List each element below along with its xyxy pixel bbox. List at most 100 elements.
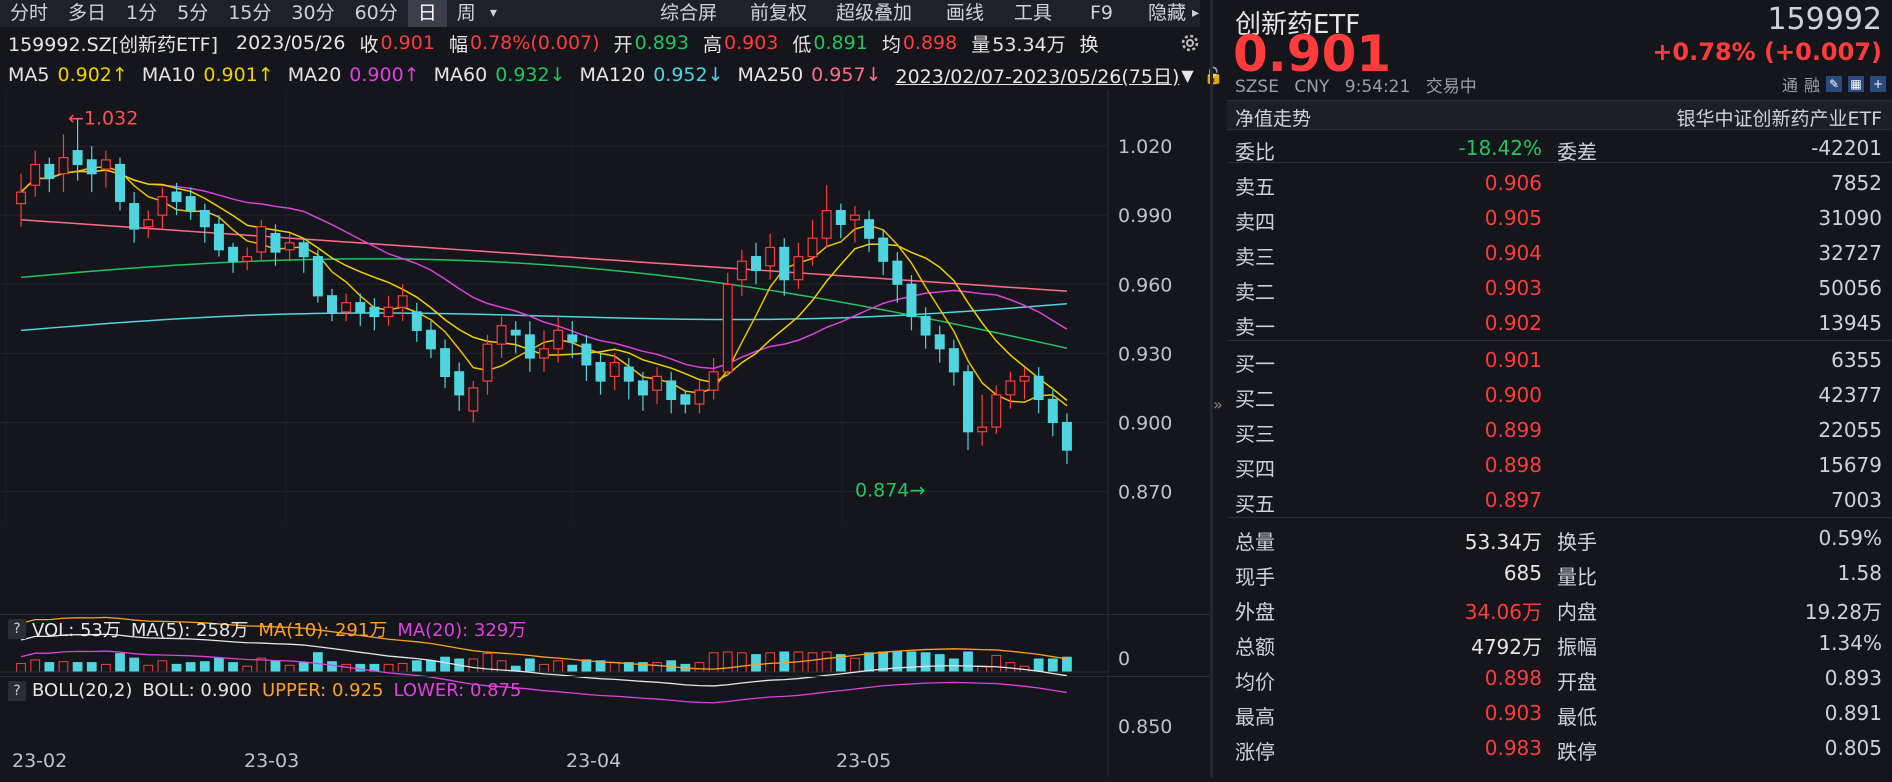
candle-body[interactable] xyxy=(1033,375,1044,401)
candle-body[interactable] xyxy=(581,343,592,366)
volume-bar[interactable] xyxy=(228,662,238,673)
candle-body[interactable] xyxy=(72,150,83,166)
volume-bar[interactable] xyxy=(58,661,69,673)
panel-divider[interactable] xyxy=(1210,0,1213,777)
candle-body[interactable] xyxy=(242,256,253,262)
forward-adjust-button[interactable]: 前复权 xyxy=(750,2,808,24)
volume-bar[interactable] xyxy=(86,662,97,673)
volume-bar[interactable] xyxy=(751,654,761,673)
composite-screen-button[interactable]: 综合屏 xyxy=(660,2,718,24)
candle-body[interactable] xyxy=(666,380,677,401)
candle-body[interactable] xyxy=(793,256,804,281)
bid-row[interactable]: 买一 0.901 6355 xyxy=(1227,342,1892,377)
volume-bar[interactable] xyxy=(199,661,210,673)
candle-body[interactable] xyxy=(963,371,973,433)
date-range-selector[interactable]: 2023/02/07-2023/05/26(75日) xyxy=(895,65,1180,88)
volume-bar[interactable] xyxy=(1062,656,1072,673)
volume-bar[interactable] xyxy=(44,662,55,673)
volume-bar[interactable] xyxy=(284,664,295,673)
volume-bar[interactable] xyxy=(157,660,168,673)
candle-body[interactable] xyxy=(637,380,648,396)
vol-help-icon[interactable]: ? xyxy=(8,618,26,639)
candle-body[interactable] xyxy=(849,214,860,221)
volume-bar[interactable] xyxy=(765,652,776,673)
candle-body[interactable] xyxy=(722,283,733,373)
kline-chart-svg[interactable]: 1.020 0.990 0.960 0.930 0.900 0.870 ←1.032 0.87… xyxy=(0,90,1210,777)
candle-body[interactable] xyxy=(567,334,578,343)
candle-body[interactable] xyxy=(623,366,634,382)
candle-body[interactable] xyxy=(270,232,281,253)
volume-bar[interactable] xyxy=(411,660,422,673)
candle-body[interactable] xyxy=(694,389,705,405)
candle-body[interactable] xyxy=(327,295,337,313)
volume-bar[interactable] xyxy=(30,659,41,673)
nav-trend-row[interactable]: 净值走势 银华中证创新药产业ETF xyxy=(1227,100,1892,130)
candle-body[interactable] xyxy=(100,159,111,170)
volume-bar[interactable] xyxy=(383,663,394,673)
candle-body[interactable] xyxy=(553,329,564,350)
candle-body[interactable] xyxy=(539,348,549,359)
candle-body[interactable] xyxy=(284,242,295,251)
lock-icon[interactable]: 🔓 xyxy=(1203,65,1224,85)
candle-body[interactable] xyxy=(510,329,521,336)
candle-body[interactable] xyxy=(143,219,154,228)
candle-body[interactable] xyxy=(948,348,959,373)
candle-body[interactable] xyxy=(680,394,691,405)
candle-body[interactable] xyxy=(16,191,27,205)
candle-body[interactable] xyxy=(199,209,210,228)
candle-body[interactable] xyxy=(298,242,309,258)
candle-body[interactable] xyxy=(835,209,846,225)
candle-body[interactable] xyxy=(934,334,945,350)
candle-body[interactable] xyxy=(425,329,436,350)
range-dropdown-icon[interactable]: ▼ xyxy=(1181,65,1194,85)
volume-bar[interactable] xyxy=(100,663,111,673)
volume-bar[interactable] xyxy=(312,652,323,673)
f9-button[interactable]: F9 xyxy=(1090,2,1114,24)
candle-body[interactable] xyxy=(44,163,55,179)
volume-bar[interactable] xyxy=(850,657,860,673)
period-dropdown-icon[interactable]: ▾ xyxy=(489,5,497,21)
volume-bar[interactable] xyxy=(736,652,747,673)
candle-body[interactable] xyxy=(1061,421,1072,451)
candle-body[interactable] xyxy=(906,283,917,318)
ask-row[interactable]: 卖一 0.902 13945 xyxy=(1227,305,1892,340)
candle-body[interactable] xyxy=(157,196,168,216)
gear-icon[interactable] xyxy=(1178,31,1202,55)
candle-body[interactable] xyxy=(312,256,323,297)
candle-body[interactable] xyxy=(991,394,1002,428)
volume-bar[interactable] xyxy=(270,660,281,673)
volume-bar[interactable] xyxy=(468,658,479,673)
volume-bar[interactable] xyxy=(524,658,535,673)
super-overlay-button[interactable]: 超级叠加 xyxy=(836,2,913,24)
candle-body[interactable] xyxy=(807,237,818,258)
candle-body[interactable] xyxy=(86,159,97,175)
candle-body[interactable] xyxy=(1005,380,1016,396)
candle-body[interactable] xyxy=(228,246,239,262)
draw-line-button[interactable]: 画线 xyxy=(946,2,985,24)
candle-body[interactable] xyxy=(383,306,394,318)
candle-body[interactable] xyxy=(524,334,535,359)
volume-bar[interactable] xyxy=(171,663,182,673)
volume-bar[interactable] xyxy=(609,662,620,673)
volume-bar[interactable] xyxy=(821,651,832,673)
tools-button[interactable]: 工具 xyxy=(1014,2,1053,24)
candle-body[interactable] xyxy=(185,196,196,212)
candle-body[interactable] xyxy=(609,361,620,378)
candle-body[interactable] xyxy=(454,371,465,396)
volume-bar[interactable] xyxy=(214,657,224,673)
ask-row[interactable]: 卖四 0.905 31090 xyxy=(1227,200,1892,235)
volume-bar[interactable] xyxy=(567,664,578,673)
bid-row[interactable]: 买二 0.900 42377 xyxy=(1227,377,1892,412)
candle-body[interactable] xyxy=(708,371,719,391)
period-tab-multiday[interactable]: 多日 xyxy=(68,2,107,24)
volume-bar[interactable] xyxy=(581,659,592,673)
volume-bar[interactable] xyxy=(426,660,436,673)
candle-body[interactable] xyxy=(355,302,366,313)
candle-body[interactable] xyxy=(397,295,408,308)
volume-bar[interactable] xyxy=(963,651,973,673)
candle-body[interactable] xyxy=(977,426,988,433)
expand-arrow-icon[interactable]: ▸ xyxy=(1192,5,1200,21)
nav-trend-label[interactable]: 净值走势 xyxy=(1235,108,1312,130)
candle-body[interactable] xyxy=(468,387,479,412)
candle-body[interactable] xyxy=(213,223,224,251)
